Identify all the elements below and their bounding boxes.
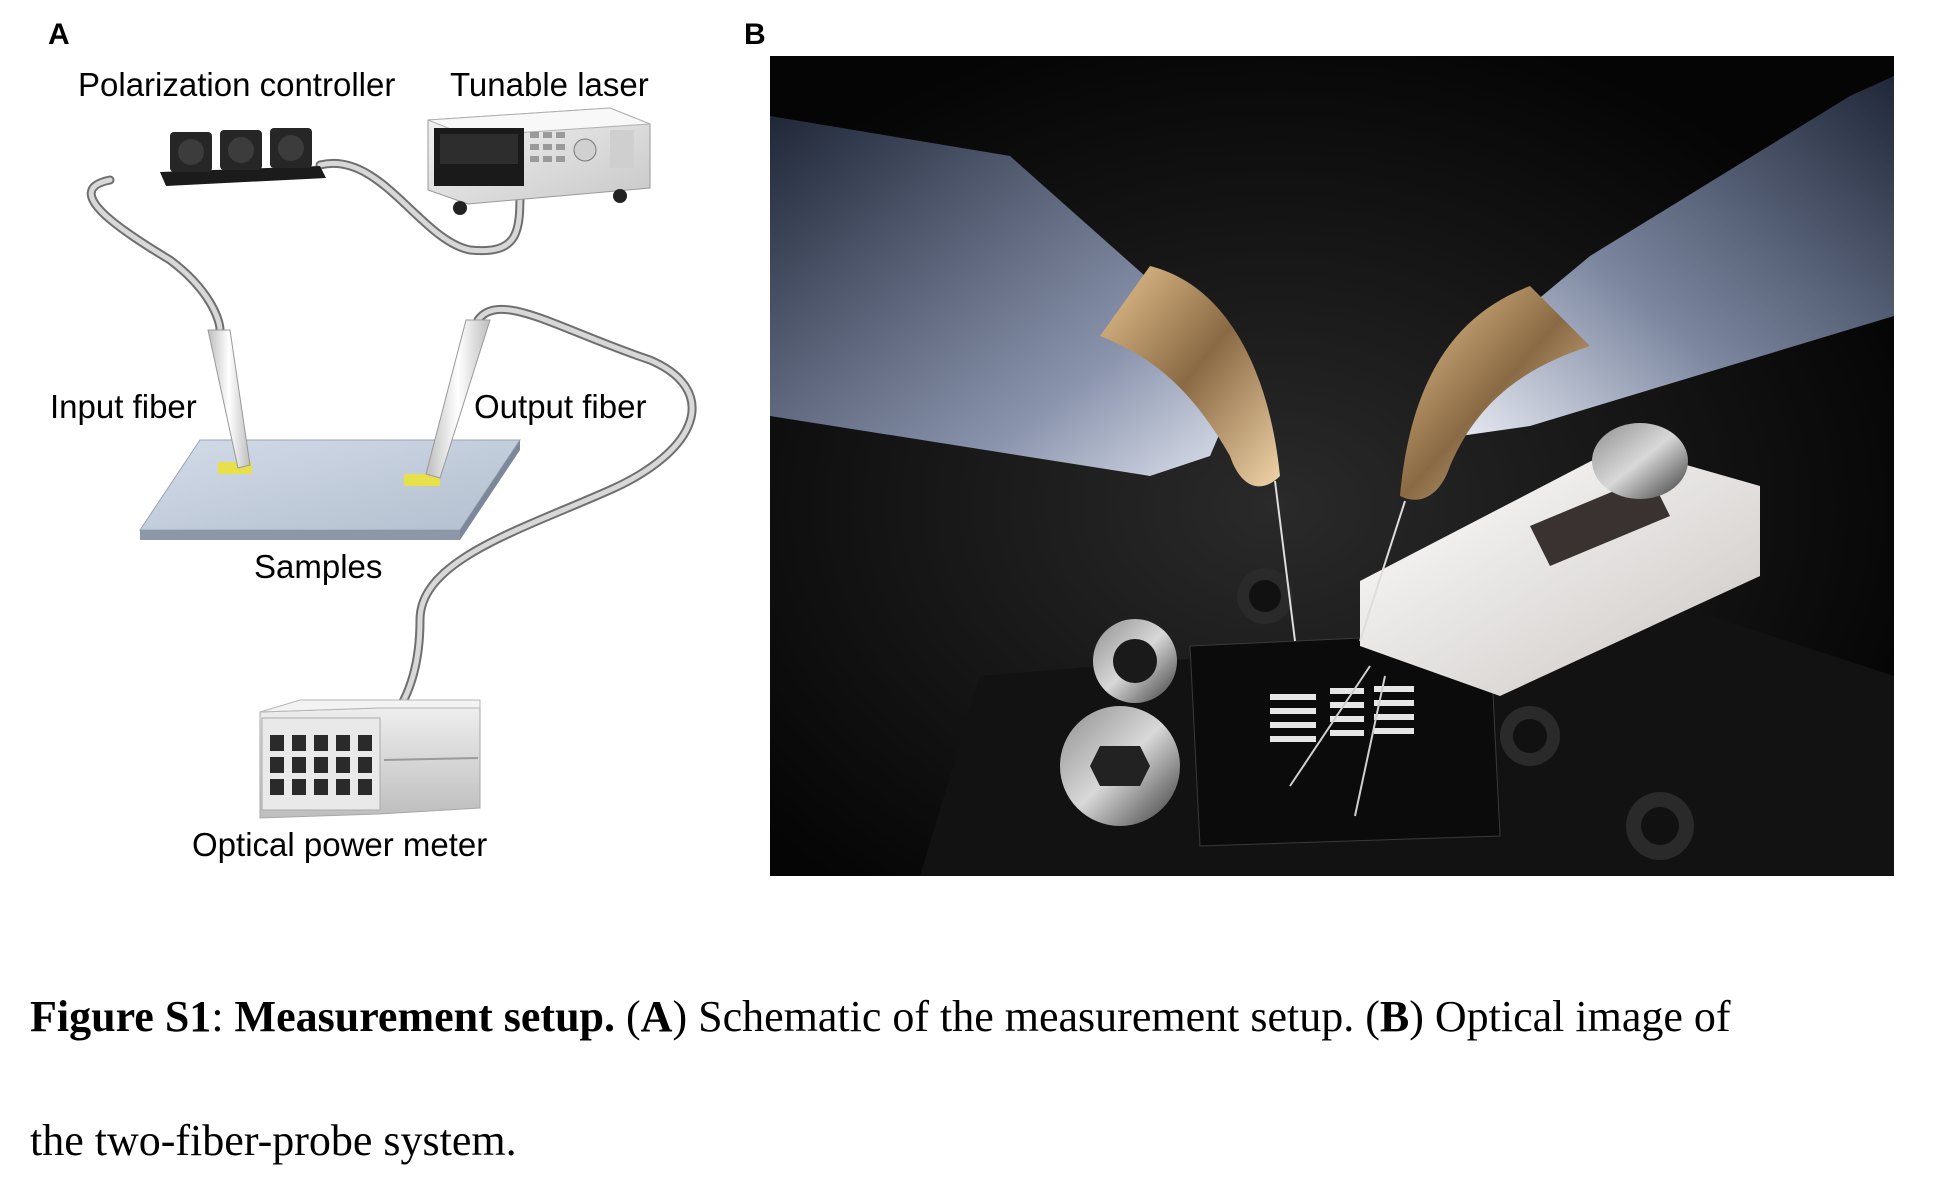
panel-a-label: A xyxy=(48,18,70,51)
caption-colon: : xyxy=(211,992,224,1041)
input-fiber-probe xyxy=(207,329,251,469)
polarization-controller-label: Polarization controller xyxy=(78,66,396,103)
caption-figure-label: Figure S1 xyxy=(30,992,212,1041)
two-fiber-probe-photo xyxy=(770,56,1894,876)
output-fiber-label: Output fiber xyxy=(474,388,647,425)
panel-b-label: B xyxy=(744,18,766,51)
output-grating-coupler xyxy=(404,474,440,486)
caption-part-b-text: ) Optical image of xyxy=(1409,992,1731,1041)
caption-part-a-text: ) Schematic of the measurement setup. ( xyxy=(672,992,1380,1041)
samples-label: Samples xyxy=(254,548,383,585)
output-fiber-probe xyxy=(425,319,491,479)
caption-title: Measurement setup. xyxy=(234,992,616,1041)
figure-caption: Figure S1: Measurement setup. (A) Schema… xyxy=(30,955,1910,1203)
caption-line-2: the two-fiber-probe system. xyxy=(30,1116,517,1165)
sample-slab xyxy=(139,439,521,540)
optical-power-meter-label: Optical power meter xyxy=(192,826,488,863)
polarization-controller-device xyxy=(160,128,326,186)
optical-power-meter-device xyxy=(259,699,481,819)
fiber-cables xyxy=(86,158,697,725)
caption-part-a-open: ( xyxy=(626,992,641,1041)
caption-line-1: Figure S1: Measurement setup. (A) Schema… xyxy=(30,955,1910,1079)
tunable-laser-device xyxy=(427,107,651,215)
input-fiber-label: Input fiber xyxy=(50,388,197,425)
caption-part-b-letter: B xyxy=(1379,992,1410,1041)
measurement-setup-schematic xyxy=(86,107,697,819)
tunable-laser-label: Tunable laser xyxy=(450,66,649,103)
caption-part-a-letter: A xyxy=(640,992,673,1041)
